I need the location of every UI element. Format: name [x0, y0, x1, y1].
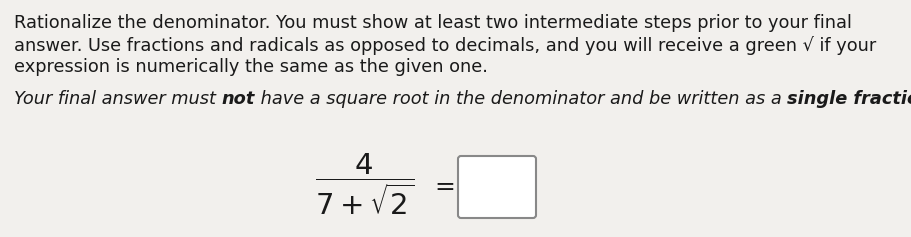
- Text: single fraction: single fraction: [787, 90, 911, 108]
- Text: have a square root in the denominator and be written as a: have a square root in the denominator an…: [255, 90, 787, 108]
- Text: not: not: [221, 90, 255, 108]
- Text: answer. Use fractions and radicals as opposed to decimals, and you will receive : answer. Use fractions and radicals as op…: [14, 36, 876, 55]
- Text: Your final answer must: Your final answer must: [14, 90, 221, 108]
- Text: Rationalize the denominator. You must show at least two intermediate steps prior: Rationalize the denominator. You must sh…: [14, 14, 852, 32]
- FancyBboxPatch shape: [458, 156, 536, 218]
- Text: expression is numerically the same as the given one.: expression is numerically the same as th…: [14, 58, 488, 76]
- Text: $=$: $=$: [430, 173, 456, 197]
- Text: $\dfrac{4}{7+\sqrt{2}}$: $\dfrac{4}{7+\sqrt{2}}$: [315, 152, 415, 218]
